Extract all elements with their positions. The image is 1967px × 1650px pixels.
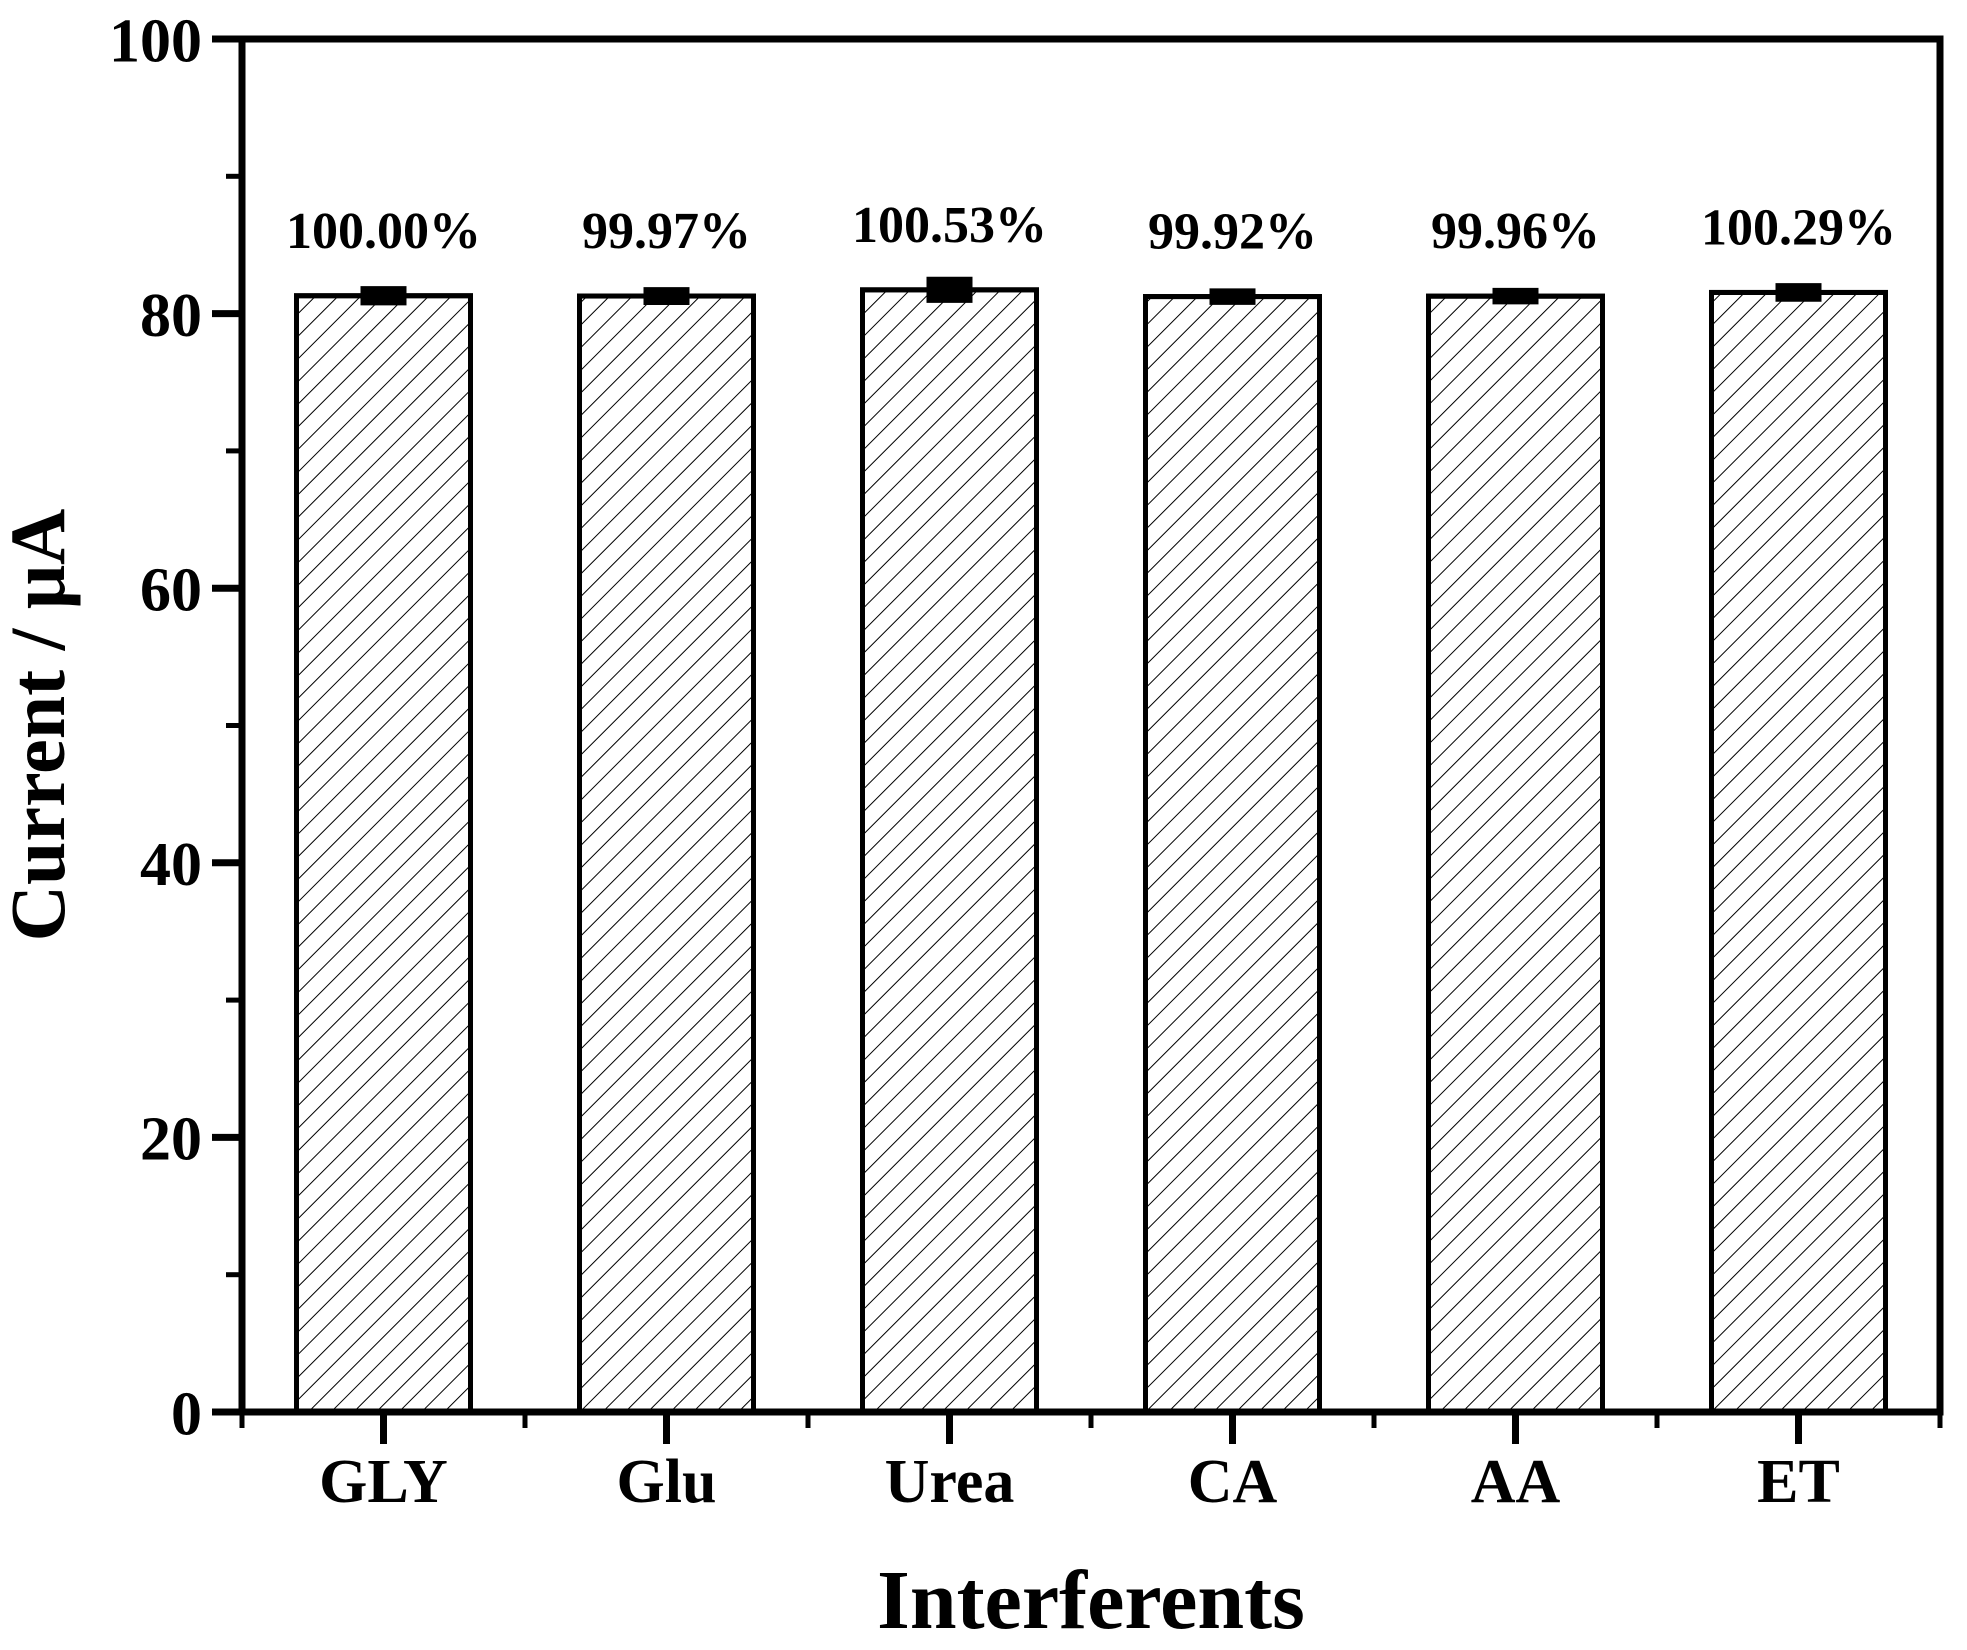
bar-percent-label-aa: 99.96% — [1431, 203, 1600, 260]
bar-urea — [860, 287, 1039, 1415]
y-tick-label-0: 0 — [171, 1380, 202, 1448]
bar-percent-label-urea: 100.53% — [852, 197, 1047, 254]
y-tick-label-40: 40 — [140, 831, 202, 899]
bar-percent-label-et: 100.29% — [1701, 199, 1896, 256]
bar-percent-label-glu: 99.97% — [582, 203, 751, 260]
x-tick-label-urea: Urea — [885, 1448, 1015, 1516]
y-tick-label-20: 20 — [140, 1106, 202, 1174]
tick-labels-group: GLY Glu Urea CA AA ET 0 20 40 60 80 100 — [109, 7, 1840, 1516]
x-tick-label-ca: CA — [1188, 1448, 1278, 1516]
axis-ticks-group — [212, 35, 1943, 1444]
x-tick-label-glu: Glu — [617, 1448, 717, 1516]
x-tick-label-gly: GLY — [319, 1448, 448, 1516]
x-tick-label-et: ET — [1757, 1448, 1840, 1516]
y-tick-label-60: 60 — [140, 557, 202, 625]
y-tick-label-100: 100 — [109, 7, 202, 75]
y-tick-label-80: 80 — [140, 282, 202, 350]
plot-area — [242, 39, 1940, 1412]
bar-percent-label-gly: 100.00% — [286, 203, 481, 260]
bar-gly — [294, 293, 473, 1415]
bar-aa — [1426, 293, 1605, 1415]
bars-group — [294, 287, 1888, 1415]
axes-spine-box — [238, 35, 1944, 1416]
x-axis-title: Interferents — [877, 1554, 1305, 1647]
bar-ca — [1143, 294, 1322, 1415]
bar-value-labels-group: 100.00% 99.97% 100.53% 99.92% 99.96% 100.29% — [286, 197, 1896, 261]
x-tick-label-aa: AA — [1471, 1448, 1561, 1516]
error-bars-group — [360, 276, 1822, 306]
bar-glu — [577, 293, 756, 1415]
y-axis-title: Current / μA — [0, 509, 81, 942]
bar-percent-label-ca: 99.92% — [1148, 204, 1317, 261]
bar-et — [1709, 289, 1888, 1415]
